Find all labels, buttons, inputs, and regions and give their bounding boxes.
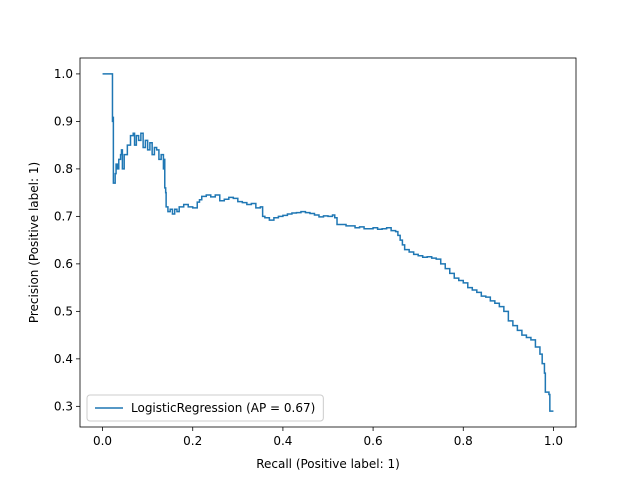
plot-frame [79,57,577,428]
x-axis-ticks: 0.0 0.2 0.4 0.6 0.8 1.0 [93,427,563,448]
y-tick-label: 0.4 [54,352,73,366]
y-tick-label: 0.9 [54,114,73,128]
y-tick-label: 0.5 [54,304,73,318]
y-tick-label: 0.6 [54,257,73,271]
x-tick-label: 1.0 [544,434,563,448]
y-tick-label: 0.7 [54,209,73,223]
legend: LogisticRegression (AP = 0.67) [86,394,324,422]
x-tick-label: 0.6 [364,434,383,448]
legend-entry-label: LogisticRegression (AP = 0.67) [131,401,315,415]
legend-box [86,394,324,422]
x-tick-label: 0.8 [454,434,473,448]
x-axis-label: Recall (Positive label: 1) [256,457,400,471]
y-tick-label: 0.3 [54,399,73,413]
x-tick-label: 0.0 [93,434,112,448]
y-tick-label: 1.0 [54,67,73,81]
y-tick-label: 0.8 [54,162,73,176]
series-layer [102,73,554,412]
y-axis-label: Precision (Positive label: 1) [27,162,41,323]
x-tick-label: 0.4 [273,434,292,448]
x-tick-label: 0.2 [183,434,202,448]
y-axis-ticks: 0.3 0.4 0.5 0.6 0.7 0.8 0.9 1.0 [54,67,80,413]
plot-area [80,58,576,427]
series-line-0 [102,73,554,412]
